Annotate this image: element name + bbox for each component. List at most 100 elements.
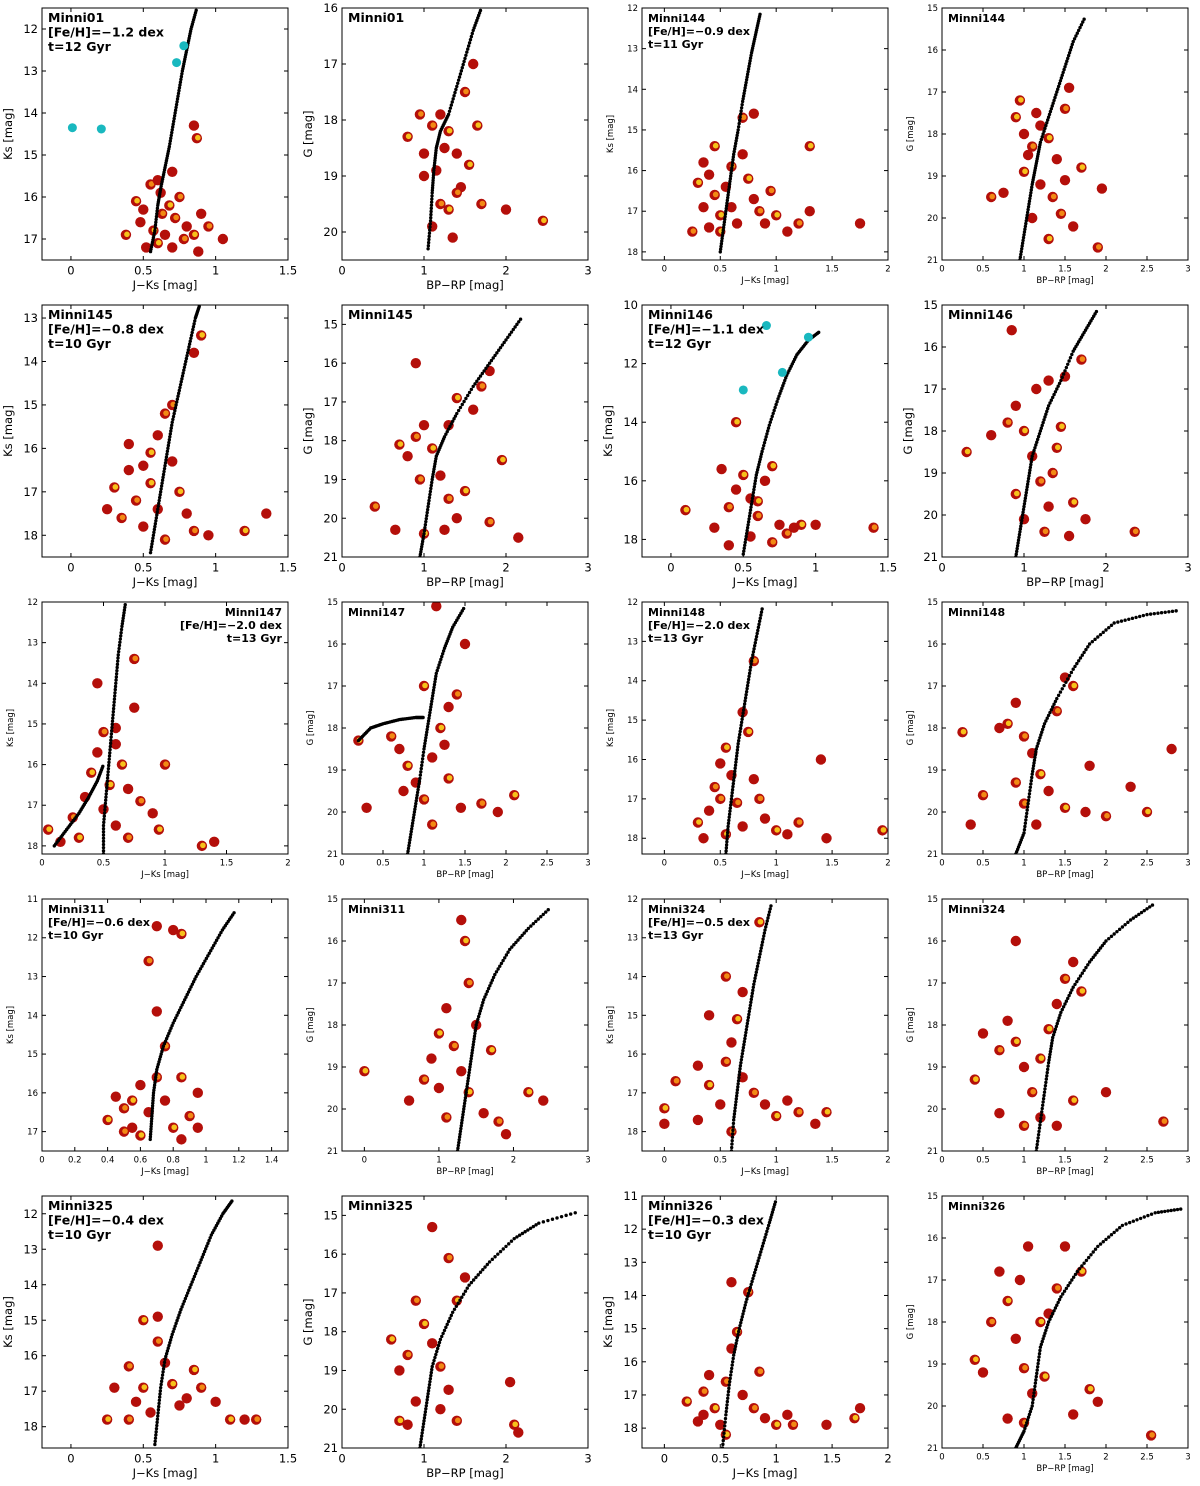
isochrone-point bbox=[182, 1299, 186, 1303]
member-star-density bbox=[163, 410, 169, 416]
isochrone-point bbox=[105, 776, 110, 780]
isochrone-point bbox=[417, 782, 421, 786]
plot-area bbox=[687, 12, 866, 254]
isochrone-point bbox=[752, 484, 757, 489]
isochrone-point bbox=[471, 1042, 475, 1047]
isochrone-point bbox=[461, 1110, 466, 1114]
isochrone-point bbox=[431, 183, 435, 188]
isochrone-point bbox=[1064, 999, 1069, 1003]
isochrone-point bbox=[1127, 1220, 1132, 1225]
isochrone-point bbox=[101, 830, 106, 834]
member-star-density bbox=[479, 800, 486, 806]
isochrone-point bbox=[768, 420, 773, 424]
isochrone-point bbox=[423, 522, 428, 527]
x-tick-label: 2 bbox=[1102, 561, 1109, 575]
y-tick-label: 10 bbox=[623, 298, 638, 312]
isochrone-point bbox=[1044, 1080, 1048, 1085]
isochrone-point bbox=[757, 1256, 761, 1260]
chart-panel-minni146-jks: 0 0.5 1 1.5 10 12 14 16 18 J−Ks [mag] Ks [mag] Minn… bbox=[600, 297, 900, 594]
x-tick-label: 1 bbox=[1021, 265, 1026, 275]
isochrone-point bbox=[462, 399, 466, 404]
member-star-density bbox=[1030, 1088, 1036, 1095]
member-star bbox=[181, 1393, 192, 1404]
x-tick-label: 0.5 bbox=[97, 859, 111, 869]
isochrone-point bbox=[736, 738, 741, 743]
isochrone-point bbox=[1100, 943, 1105, 948]
isochrone-point bbox=[112, 697, 117, 701]
isochrone-point bbox=[179, 74, 184, 79]
isochrone-point bbox=[1078, 25, 1082, 30]
isochrone-point bbox=[721, 1438, 725, 1443]
isochrone-point bbox=[758, 457, 762, 462]
y-tick-label: 19 bbox=[323, 1363, 338, 1377]
isochrone-point bbox=[200, 1255, 205, 1259]
isochrone-point bbox=[1044, 1077, 1049, 1081]
isochrone-point bbox=[1017, 532, 1022, 537]
isochrone-point bbox=[1029, 779, 1033, 783]
isochrone-point bbox=[105, 782, 109, 787]
isochrone-point bbox=[1041, 420, 1045, 425]
isochrone-point bbox=[510, 945, 514, 949]
isochrone-point bbox=[158, 1054, 163, 1059]
isochrone-point bbox=[432, 166, 436, 170]
member-star-density bbox=[796, 819, 803, 825]
isochrone-point bbox=[1049, 708, 1054, 712]
isochrone-point bbox=[434, 151, 438, 155]
isochrone-point bbox=[420, 1428, 425, 1432]
member-star bbox=[513, 532, 524, 543]
isochrone-point bbox=[1035, 1146, 1039, 1150]
member-star bbox=[1027, 212, 1038, 224]
isochrone-point bbox=[732, 775, 736, 780]
isochrone-point bbox=[1036, 1361, 1040, 1366]
isochrone-point bbox=[746, 1294, 750, 1298]
isochrone-point bbox=[741, 711, 745, 715]
isochrone-point bbox=[1059, 1010, 1063, 1015]
isochrone-point bbox=[193, 977, 197, 981]
isochrone-point bbox=[1061, 372, 1066, 376]
isochrone-point bbox=[1045, 1323, 1050, 1327]
isochrone-point bbox=[745, 72, 750, 77]
isochrone-branch-point bbox=[421, 715, 425, 720]
isochrone-point bbox=[116, 649, 121, 654]
isochrone-point bbox=[1015, 544, 1020, 548]
isochrone-point bbox=[737, 1076, 741, 1080]
isochrone-point bbox=[190, 982, 195, 986]
isochrone-point bbox=[1032, 448, 1036, 453]
isochrone-point bbox=[528, 1226, 533, 1231]
y-tick-label: 13 bbox=[27, 639, 38, 649]
isochrone-point bbox=[531, 922, 536, 926]
member-star bbox=[759, 475, 771, 487]
isochrone-point bbox=[1128, 918, 1133, 922]
isochrone-point bbox=[1115, 929, 1119, 934]
isochrone-point bbox=[1025, 1418, 1030, 1422]
cluster-name-label: Minni145 bbox=[348, 307, 413, 322]
isochrone-point bbox=[747, 64, 751, 68]
isochrone-point bbox=[1024, 814, 1028, 819]
member-star-density bbox=[46, 826, 52, 832]
variable-star bbox=[777, 367, 787, 377]
isochrone-point bbox=[179, 1307, 183, 1312]
y-tick-label: 16 bbox=[327, 640, 338, 650]
x-axis-label: J−Ks [mag] bbox=[740, 1167, 789, 1177]
chart-panel-minni324-jks: 0 0.5 1 1.5 2 12 13 14 15 16 17 18 J−Ks [mag] Ks [mag… bbox=[600, 891, 900, 1188]
isochrone-point bbox=[1062, 67, 1066, 72]
member-star-density bbox=[541, 217, 547, 224]
isochrone-point bbox=[733, 763, 738, 767]
isochrone-point bbox=[1029, 1407, 1033, 1411]
member-star bbox=[782, 1095, 793, 1106]
isochrone-point bbox=[488, 984, 492, 988]
isochrone-point bbox=[150, 1109, 154, 1113]
isochrone-point bbox=[172, 1018, 177, 1023]
isochrone-point bbox=[457, 1138, 461, 1142]
member-star-density bbox=[430, 821, 436, 827]
isochrone-point bbox=[737, 1073, 741, 1077]
isochrone-point bbox=[430, 188, 435, 193]
y-tick-label: 14 bbox=[27, 1011, 38, 1021]
isochrone-point bbox=[1036, 741, 1040, 746]
isochrone-point bbox=[1153, 1211, 1157, 1215]
isochrone-point bbox=[503, 956, 507, 960]
isochrone-point bbox=[1066, 1283, 1070, 1288]
member-star-density bbox=[712, 1404, 719, 1411]
